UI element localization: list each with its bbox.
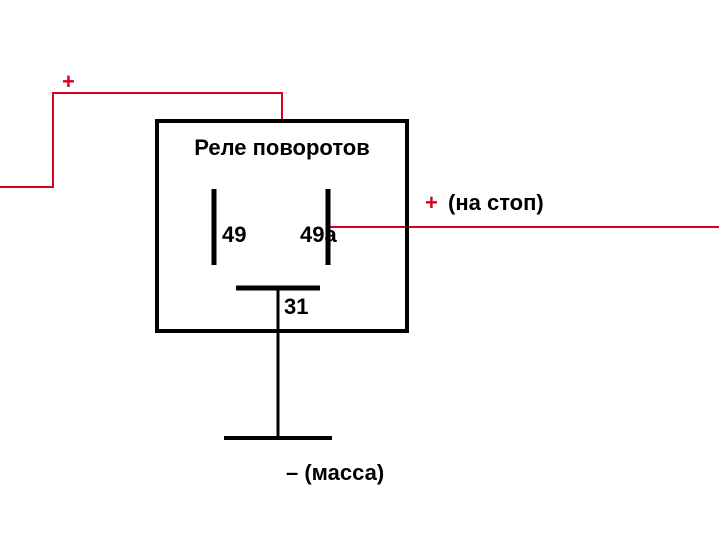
relay-title: Реле поворотов [194,135,370,160]
ground-label: – (масса) [286,460,384,485]
pin-49-label: 49 [222,222,246,247]
pin-31-label: 31 [284,294,308,319]
pin-49a-label: 49а [300,222,337,247]
plus-in-symbol: + [62,69,75,94]
to-stop-label: (на стоп) [448,190,544,215]
to-stop-plus-symbol: + [425,190,438,215]
